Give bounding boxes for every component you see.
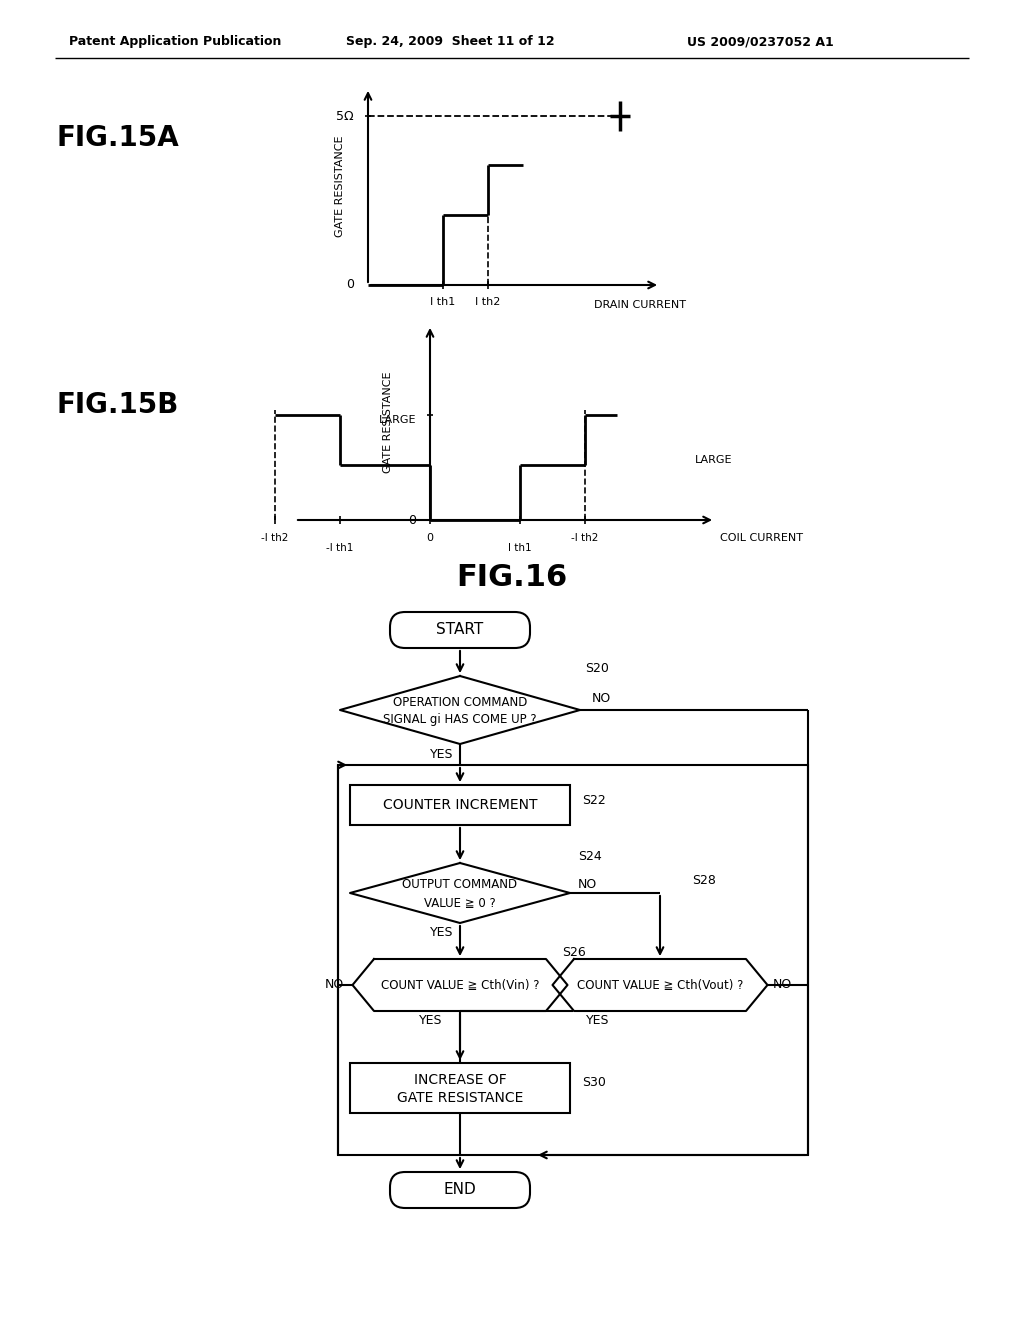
Text: S24: S24 <box>578 850 602 862</box>
Bar <box>350 785 570 825</box>
Text: 5Ω: 5Ω <box>336 110 354 123</box>
Text: OPERATION COMMAND: OPERATION COMMAND <box>393 696 527 709</box>
Text: FIG.15A: FIG.15A <box>56 124 179 152</box>
Text: S26: S26 <box>562 945 587 958</box>
Text: NO: NO <box>326 978 344 991</box>
Text: S22: S22 <box>582 793 606 807</box>
Text: S20: S20 <box>585 661 609 675</box>
Text: LARGE: LARGE <box>379 414 416 425</box>
Text: INCREASE OF: INCREASE OF <box>414 1073 507 1086</box>
Bar <box>338 766 808 1155</box>
Text: OUTPUT COMMAND: OUTPUT COMMAND <box>402 879 517 891</box>
Text: 0: 0 <box>408 513 416 527</box>
Text: COUNT VALUE ≧ Cth(Vin) ?: COUNT VALUE ≧ Cth(Vin) ? <box>381 978 540 991</box>
Text: YES: YES <box>430 747 454 760</box>
Text: US 2009/0237052 A1: US 2009/0237052 A1 <box>687 36 834 49</box>
Text: S30: S30 <box>582 1077 606 1089</box>
Text: COIL CURRENT: COIL CURRENT <box>720 533 803 543</box>
Text: I th1: I th1 <box>430 297 456 308</box>
Text: GATE RESISTANCE: GATE RESISTANCE <box>383 372 393 474</box>
Text: YES: YES <box>419 1015 442 1027</box>
Text: END: END <box>443 1183 476 1197</box>
Text: FIG.15B: FIG.15B <box>56 391 179 418</box>
Text: NO: NO <box>578 879 597 891</box>
Text: VALUE ≧ 0 ?: VALUE ≧ 0 ? <box>424 896 496 909</box>
Text: -I th2: -I th2 <box>261 533 289 543</box>
Text: YES: YES <box>586 1015 609 1027</box>
Text: GATE RESISTANCE: GATE RESISTANCE <box>397 1092 523 1105</box>
Text: LARGE: LARGE <box>695 455 732 465</box>
Text: YES: YES <box>430 927 454 940</box>
Text: GATE RESISTANCE: GATE RESISTANCE <box>335 136 345 238</box>
Text: NO: NO <box>772 978 792 991</box>
Text: -I th2: -I th2 <box>571 533 599 543</box>
Text: NO: NO <box>592 692 611 705</box>
Text: Patent Application Publication: Patent Application Publication <box>69 36 282 49</box>
Text: 0: 0 <box>427 533 433 543</box>
Text: DRAIN CURRENT: DRAIN CURRENT <box>594 300 686 310</box>
Text: COUNTER INCREMENT: COUNTER INCREMENT <box>383 799 538 812</box>
Text: I th2: I th2 <box>475 297 501 308</box>
Text: -I th1: -I th1 <box>327 543 353 553</box>
Text: START: START <box>436 623 483 638</box>
Text: 0: 0 <box>346 279 354 292</box>
Text: S28: S28 <box>692 874 717 887</box>
Text: Sep. 24, 2009  Sheet 11 of 12: Sep. 24, 2009 Sheet 11 of 12 <box>346 36 554 49</box>
Bar <box>350 1063 570 1113</box>
Text: COUNT VALUE ≧ Cth(Vout) ?: COUNT VALUE ≧ Cth(Vout) ? <box>577 978 743 991</box>
Text: FIG.16: FIG.16 <box>457 564 567 593</box>
Text: SIGNAL gi HAS COME UP ?: SIGNAL gi HAS COME UP ? <box>383 714 537 726</box>
Text: I th1: I th1 <box>508 543 531 553</box>
